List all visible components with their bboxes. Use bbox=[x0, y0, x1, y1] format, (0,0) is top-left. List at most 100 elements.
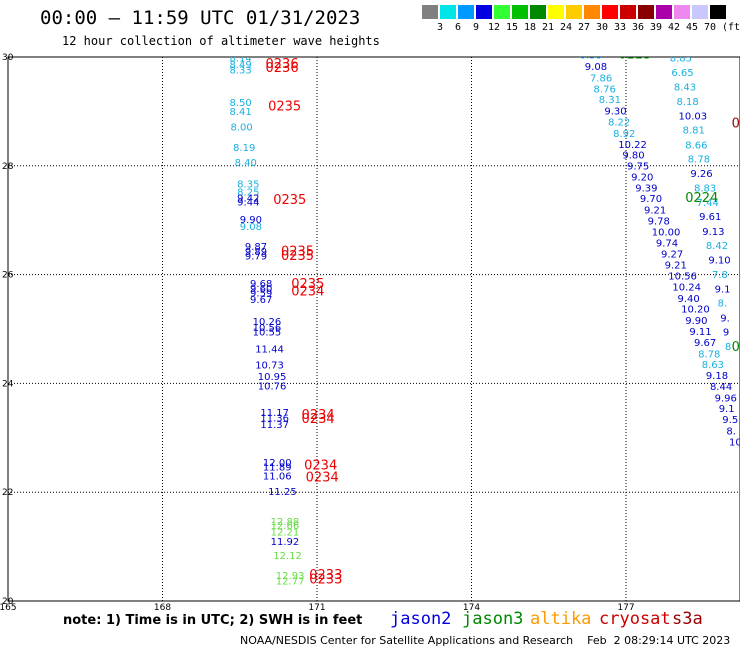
swh-value-label: 9.21 bbox=[665, 261, 687, 272]
pass-time-label: 0236 bbox=[266, 57, 299, 72]
swh-value-label: 7.44 bbox=[697, 198, 719, 209]
legend-swatch bbox=[422, 5, 438, 19]
swh-value-label: 9.40 bbox=[678, 294, 700, 305]
swh-value-label: 10.56 bbox=[253, 323, 282, 334]
observation-layer: 8.148.498.33 8.508.41 8.00 8.19 8.40 8.358.25… bbox=[229, 48, 740, 588]
legend-swatch bbox=[584, 5, 600, 19]
lat-tick-label: 28 bbox=[2, 162, 14, 172]
swh-value-label: 8.25 bbox=[237, 188, 259, 199]
legend-swatch bbox=[476, 5, 492, 19]
swh-value-label: 10.20 bbox=[681, 305, 710, 316]
swh-value-label: 7.8 bbox=[712, 270, 728, 281]
swh-value-label: 9. bbox=[720, 313, 730, 324]
swh-value-label: 12.77 bbox=[276, 577, 305, 588]
swh-value-label: 9.96 bbox=[715, 393, 737, 404]
satellite-altika: altika bbox=[530, 609, 592, 629]
swh-value-label: 9.1 bbox=[715, 285, 731, 296]
lat-tick-label: 26 bbox=[2, 271, 14, 281]
legend-value: 15 bbox=[505, 22, 519, 33]
pass-time-label: 0223 bbox=[618, 48, 651, 63]
swh-value-label: 11.36 bbox=[260, 413, 289, 424]
swh-value-label: 11.25 bbox=[268, 487, 297, 498]
swh-value-label: 10.76 bbox=[258, 381, 287, 392]
legend-swatch bbox=[692, 5, 708, 19]
swh-value-label: 9.39 bbox=[635, 183, 657, 194]
swh-value-label: 8.14 bbox=[229, 53, 251, 64]
pass-time-label: 0233 bbox=[309, 568, 342, 583]
legend-swatch bbox=[494, 5, 510, 19]
lon-tick-label: 165 bbox=[0, 603, 17, 613]
swh-value-label: 9.61 bbox=[699, 212, 721, 223]
swh-value-label: 12.00 bbox=[263, 458, 292, 469]
legend-value: 9 bbox=[472, 22, 480, 33]
pass-time-label: 0224 bbox=[685, 191, 718, 206]
legend-value: 27 bbox=[577, 22, 591, 33]
swh-value-label: 9.75 bbox=[627, 162, 649, 173]
legend-swatch bbox=[548, 5, 564, 19]
legend-value: 30 bbox=[595, 22, 609, 33]
legend-value: 3 bbox=[436, 22, 444, 33]
swh-value-label: 8.35 bbox=[237, 180, 259, 191]
swh-value-label: 10.73 bbox=[255, 361, 284, 372]
pass-time-label: 0234 bbox=[302, 408, 335, 423]
swh-value-label: 9.90 bbox=[240, 215, 262, 226]
legend-value: 6 bbox=[454, 22, 462, 33]
swh-value-label: 9.21 bbox=[644, 206, 666, 217]
credit-line: NOAA/NESDIS Center for Satellite Applica… bbox=[240, 634, 731, 647]
swh-value-label: 9.44 bbox=[237, 198, 259, 209]
swh-value-label: 9.1 bbox=[719, 404, 735, 415]
pass-time-label: 0235 bbox=[281, 249, 314, 264]
swh-value-label: 9.27 bbox=[661, 250, 683, 261]
pass-time-label: 0235 bbox=[281, 245, 314, 260]
swh-value-label: 12.93 bbox=[276, 571, 305, 582]
swh-value-label: 12.12 bbox=[273, 551, 302, 562]
legend-swatch bbox=[512, 5, 528, 19]
swh-value-label: 8.18 bbox=[676, 97, 698, 108]
swh-value-label: 9.79 bbox=[245, 251, 267, 262]
swh-value-label: 9.70 bbox=[640, 194, 662, 205]
pass-time-label: 0235 bbox=[273, 193, 306, 208]
pass-time-label: 0 bbox=[732, 340, 740, 355]
swh-value-label: 8.49 bbox=[229, 60, 251, 71]
swh-value-label: 11.37 bbox=[260, 420, 289, 431]
swh-value-label: 8.81 bbox=[683, 126, 705, 137]
swh-value-label: 8.42 bbox=[706, 241, 728, 252]
footnote: note: 1) Time is in UTC; 2) SWH is in fe… bbox=[63, 613, 363, 628]
satellite-cryosat: cryosat bbox=[599, 609, 671, 629]
swh-value-label: 11.17 bbox=[260, 408, 289, 419]
legend-swatch bbox=[440, 5, 456, 19]
swh-value-label: 8.92 bbox=[613, 129, 635, 140]
satellite-jason3: jason3 bbox=[462, 609, 524, 629]
swh-value-label: 8.83 bbox=[694, 183, 716, 194]
lat-tick-label: 20 bbox=[2, 597, 14, 607]
swh-value-label: 9.20 bbox=[631, 172, 653, 183]
legend-swatch bbox=[602, 5, 618, 19]
pass-time-label: 0234 bbox=[306, 470, 339, 485]
swh-value-label: 8.78 bbox=[688, 155, 710, 166]
legend-value: 70 bbox=[703, 22, 717, 33]
legend-swatch bbox=[656, 5, 672, 19]
lon-tick-label: 174 bbox=[463, 603, 480, 613]
swh-value-label: 10 bbox=[729, 437, 740, 448]
legend-swatch bbox=[530, 5, 546, 19]
swh-value-label: 8. bbox=[726, 427, 736, 438]
swh-value-label: 9.42 bbox=[237, 194, 259, 205]
lat-tick-label: 22 bbox=[2, 488, 13, 498]
satellite-jason2: jason2 bbox=[390, 609, 452, 629]
swh-value-label: 9.30 bbox=[604, 107, 626, 118]
swh-value-label: 9.74 bbox=[656, 238, 678, 249]
legend-value: 39 bbox=[649, 22, 663, 33]
swh-value-label: 9.87 bbox=[245, 242, 267, 253]
pass-time-label: 09 bbox=[732, 117, 740, 132]
page-subtitle: 12 hour collection of altimeter wave hei… bbox=[62, 34, 380, 48]
pass-time-label: 0234 bbox=[302, 412, 335, 427]
swh-value-label: 9.60 bbox=[250, 284, 272, 295]
swh-value-label: 9.08 bbox=[585, 62, 607, 73]
swh-value-label: 8.85 bbox=[670, 53, 692, 64]
swh-value-label: 6.65 bbox=[671, 68, 693, 79]
legend-swatch bbox=[458, 5, 474, 19]
swh-value-label: 9.5 bbox=[722, 415, 738, 426]
swh-value-label: 9.26 bbox=[690, 169, 712, 180]
legend-value: 36 bbox=[631, 22, 645, 33]
